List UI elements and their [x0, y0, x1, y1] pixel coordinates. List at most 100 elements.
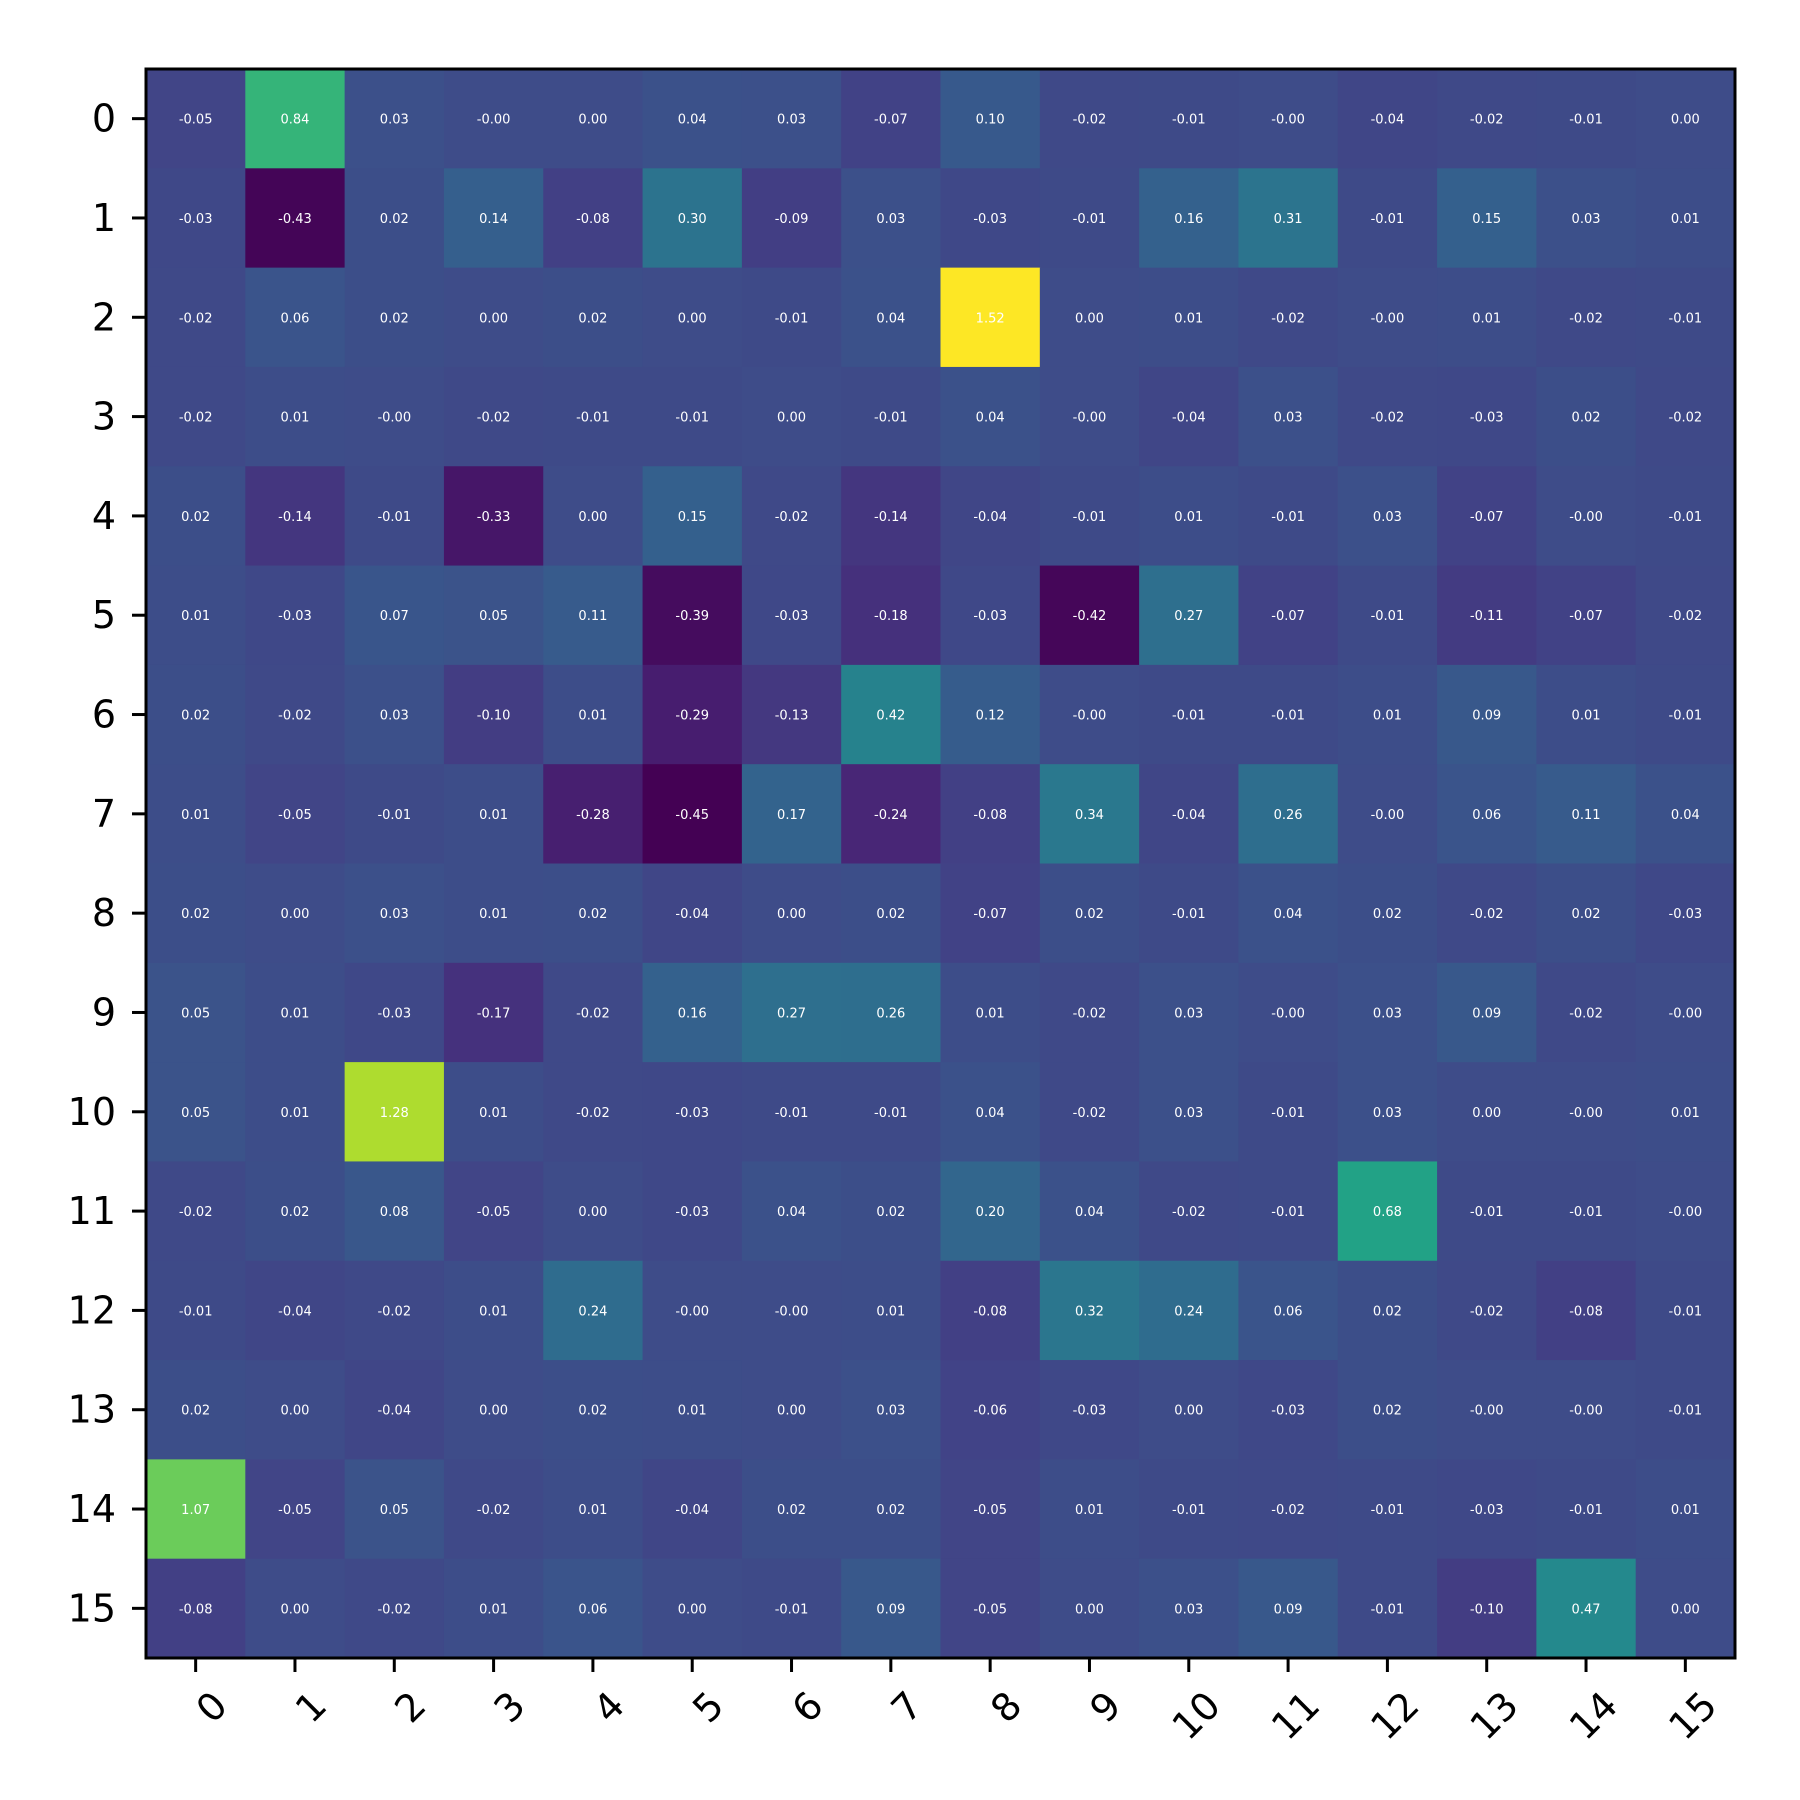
heatmap-cell-r13-c3 [443, 1360, 544, 1460]
cell-value-label-r0-c8: 0.10 [976, 113, 1005, 128]
cell-value-label-r2-c2: 0.02 [380, 311, 409, 326]
heatmap-cell-r1-c1 [245, 168, 346, 269]
heatmap-cell-r6-c14 [1536, 664, 1637, 765]
heatmap-cell-r10-c4 [543, 1062, 644, 1162]
heatmap-cell-r15-c4 [543, 1558, 644, 1659]
cell-value-label-r3-c2: -0.00 [377, 411, 411, 426]
cell-value-label-r9-c8: 0.01 [976, 1006, 1005, 1021]
y-tick-label-2: 2 [92, 295, 116, 339]
cell-value-label-r9-c1: 0.01 [280, 1006, 309, 1021]
heatmap-cell-r13-c11 [1238, 1360, 1339, 1460]
plot-frame [144, 67, 1737, 1660]
cell-value-label-r2-c1: 0.06 [280, 311, 309, 326]
cell-value-label-r15-c1: 0.00 [280, 1602, 309, 1617]
cell-value-label-r3-c0: -0.02 [179, 411, 213, 426]
cell-value-label-r2-c11: -0.02 [1271, 311, 1305, 326]
heatmap-cell-r12-c9 [1039, 1260, 1140, 1361]
x-tick-label-13: 13 [1462, 1683, 1527, 1748]
heatmap-cell-r12-c0 [146, 1260, 246, 1361]
heatmap-cell-r15-c11 [1238, 1558, 1339, 1659]
heatmap-cell-r7-c3 [443, 764, 544, 864]
cell-value-label-r11-c1: 0.02 [280, 1205, 309, 1220]
cell-value-label-r8-c12: 0.02 [1373, 907, 1402, 922]
heatmap-cell-r9-c3 [443, 962, 544, 1063]
cell-value-label-r4-c13: -0.07 [1470, 510, 1504, 525]
heatmap-cell-r7-c9 [1039, 764, 1140, 864]
cell-value-label-r3-c3: -0.02 [477, 411, 511, 426]
cell-value-label-r13-c4: 0.02 [578, 1404, 607, 1419]
cell-value-label-r14-c14: -0.01 [1569, 1503, 1603, 1518]
heatmap-cell-r7-c8 [940, 764, 1041, 864]
x-tick-label-8: 8 [982, 1683, 1030, 1731]
cell-value-label-r12-c0: -0.01 [179, 1304, 213, 1319]
cell-value-label-r8-c14: 0.02 [1572, 907, 1601, 922]
heatmap-cell-r9-c10 [1139, 962, 1239, 1063]
cell-value-label-r11-c7: 0.02 [876, 1205, 905, 1220]
heatmap-cell-r2-c15 [1635, 267, 1736, 368]
cell-value-label-r6-c13: 0.09 [1472, 709, 1501, 724]
y-tick-label-9: 9 [92, 990, 116, 1034]
cell-value-label-r7-c14: 0.11 [1572, 808, 1601, 823]
cell-value-label-r13-c9: -0.03 [1073, 1404, 1107, 1419]
heatmap-cell-r11-c1 [245, 1161, 346, 1262]
heatmap-cell-r9-c5 [642, 962, 743, 1063]
heatmap-cell-r0-c3 [443, 69, 544, 169]
y-tick-label-8: 8 [92, 891, 116, 935]
cell-value-label-r5-c15: -0.02 [1669, 609, 1703, 624]
heatmap-cell-r1-c4 [543, 168, 644, 269]
cell-value-label-r11-c9: 0.04 [1075, 1205, 1104, 1220]
cell-value-label-r8-c2: 0.03 [380, 907, 409, 922]
cell-value-label-r1-c10: 0.16 [1174, 212, 1203, 227]
heatmap-cell-r10-c6 [741, 1062, 842, 1162]
heatmap-cell-r7-c6 [741, 764, 842, 864]
cell-value-label-r0-c4: 0.00 [578, 113, 607, 128]
heatmap-cell-r10-c5 [642, 1062, 743, 1162]
heatmap-cell-r10-c13 [1437, 1062, 1537, 1162]
heatmap-cell-r15-c10 [1139, 1558, 1239, 1659]
heatmap-cell-r10-c8 [940, 1062, 1041, 1162]
cell-value-label-r5-c8: -0.03 [973, 609, 1007, 624]
cell-value-label-r15-c0: -0.08 [179, 1602, 213, 1617]
heatmap-cell-r0-c5 [642, 69, 743, 169]
heatmap-cell-r15-c13 [1437, 1558, 1537, 1659]
heatmap-cell-r8-c14 [1536, 863, 1637, 964]
heatmap-cell-r14-c6 [741, 1459, 842, 1560]
cell-value-label-r6-c1: -0.02 [278, 709, 312, 724]
heatmap-cell-r6-c4 [543, 664, 644, 765]
cell-value-label-r2-c14: -0.02 [1569, 311, 1603, 326]
heatmap-cell-r0-c7 [841, 69, 941, 169]
heatmap-cell-r0-c6 [741, 69, 842, 169]
heatmap-cell-r4-c4 [543, 466, 644, 567]
heatmap-cell-r12-c5 [642, 1260, 743, 1361]
heatmap-cell-r1-c8 [940, 168, 1041, 269]
heatmap-cell-r4-c1 [245, 466, 346, 567]
cell-value-label-r10-c3: 0.01 [479, 1106, 508, 1121]
cell-value-label-r0-c10: -0.01 [1172, 113, 1206, 128]
heatmap-cell-r7-c13 [1437, 764, 1537, 864]
y-tick-label-14: 14 [68, 1487, 116, 1531]
cell-value-label-r10-c15: 0.01 [1671, 1106, 1700, 1121]
heatmap-cell-r0-c9 [1039, 69, 1140, 169]
heatmap-cell-r8-c4 [543, 863, 644, 964]
heatmap-cell-r5-c2 [344, 565, 445, 666]
cell-value-label-r3-c8: 0.04 [976, 411, 1005, 426]
heatmap-cell-r10-c11 [1238, 1062, 1339, 1162]
y-tick-label-6: 6 [92, 693, 116, 737]
cell-value-label-r1-c1: -0.43 [278, 212, 312, 227]
heatmap-cell-r8-c3 [443, 863, 544, 964]
cell-value-label-r14-c0: 1.07 [181, 1503, 210, 1518]
cell-value-label-r13-c8: -0.06 [973, 1404, 1007, 1419]
heatmap-cell-r1-c13 [1437, 168, 1537, 269]
cell-value-label-r9-c9: -0.02 [1073, 1006, 1107, 1021]
cell-value-label-r5-c14: -0.07 [1569, 609, 1603, 624]
heatmap-cell-r13-c10 [1139, 1360, 1239, 1460]
cell-value-label-r13-c10: 0.00 [1174, 1404, 1203, 1419]
heatmap-cell-r2-c14 [1536, 267, 1637, 368]
heatmap-cell-r4-c13 [1437, 466, 1537, 567]
cell-value-label-r10-c12: 0.03 [1373, 1106, 1402, 1121]
cell-value-label-r3-c11: 0.03 [1274, 411, 1303, 426]
cell-value-label-r9-c10: 0.03 [1174, 1006, 1203, 1021]
cell-value-label-r6-c14: 0.01 [1572, 709, 1601, 724]
heatmap-cell-r0-c4 [543, 69, 644, 169]
cell-value-label-r14-c7: 0.02 [876, 1503, 905, 1518]
